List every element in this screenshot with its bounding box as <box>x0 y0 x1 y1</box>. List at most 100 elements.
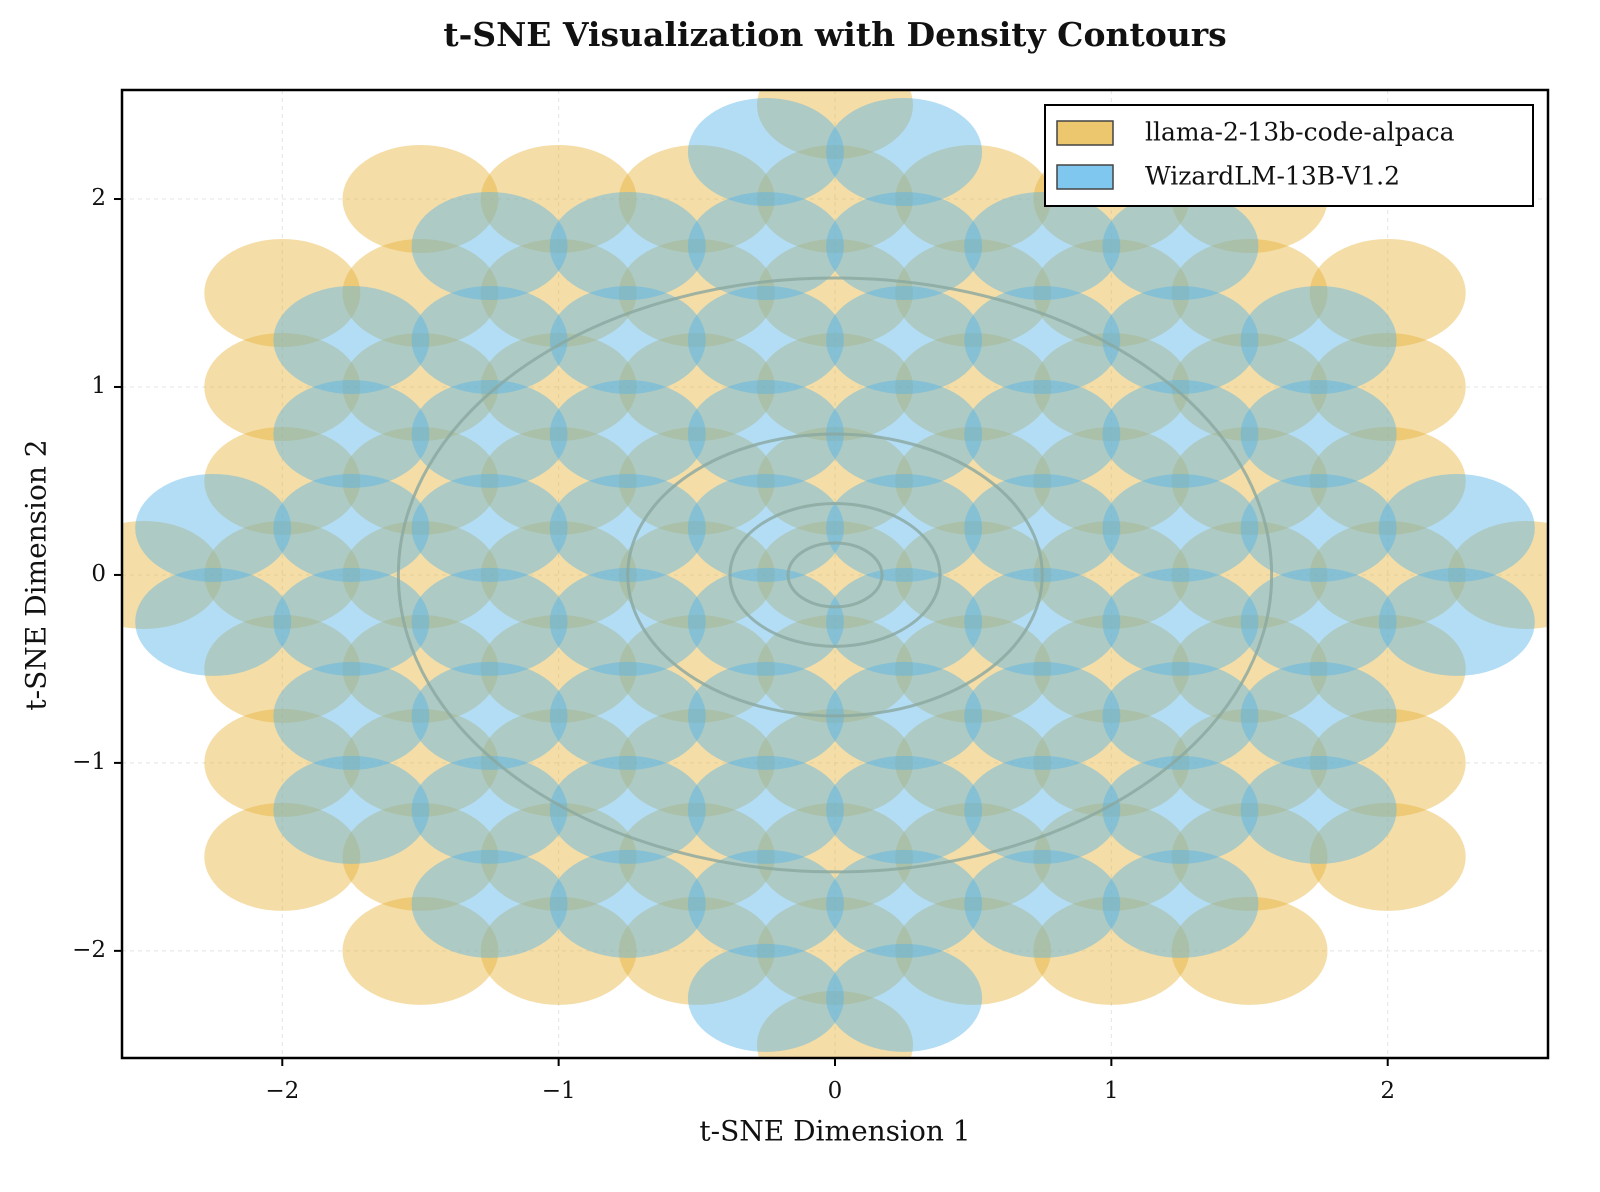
point <box>342 238 499 347</box>
x-tick-label: 1 <box>1104 1078 1119 1104</box>
point <box>964 192 1121 301</box>
point <box>480 708 637 817</box>
point <box>757 708 913 817</box>
x-tick-label: −2 <box>265 1078 299 1104</box>
point <box>1309 520 1466 629</box>
point <box>964 473 1121 582</box>
density-contour <box>396 276 1274 874</box>
point <box>1102 849 1259 958</box>
point <box>411 285 568 394</box>
point <box>757 145 913 254</box>
point <box>618 426 775 535</box>
point <box>687 473 844 582</box>
point <box>757 990 913 1058</box>
point <box>342 896 499 1005</box>
x-tick-label: 0 <box>828 1078 843 1104</box>
point <box>687 285 844 394</box>
point <box>757 90 913 160</box>
point <box>826 285 983 394</box>
point <box>964 567 1121 676</box>
point <box>618 332 775 441</box>
legend: llama-2-13b-code-alpaca WizardLM-13B-V1.2 <box>1044 104 1534 207</box>
point <box>1033 802 1190 911</box>
point <box>895 332 1052 441</box>
point <box>135 473 292 582</box>
point <box>1171 238 1328 347</box>
point <box>895 520 1052 629</box>
point <box>826 379 983 488</box>
point <box>273 755 430 864</box>
legend-box <box>1044 104 1534 207</box>
point <box>204 614 361 723</box>
point <box>1171 332 1328 441</box>
point <box>1102 567 1259 676</box>
point <box>1240 567 1397 676</box>
point <box>549 755 706 864</box>
point <box>826 567 983 676</box>
point <box>1033 896 1190 1005</box>
point <box>964 285 1121 394</box>
point <box>273 285 430 394</box>
point <box>204 520 361 629</box>
point <box>618 145 775 254</box>
point <box>273 379 430 488</box>
point <box>1240 755 1397 864</box>
point <box>687 192 844 301</box>
point <box>757 896 913 1005</box>
point <box>411 473 568 582</box>
point <box>273 473 430 582</box>
density-contour <box>786 541 884 609</box>
x-axis-label: t-SNE Dimension 1 <box>699 1115 970 1148</box>
point <box>1309 426 1466 535</box>
point <box>826 661 983 770</box>
point <box>411 849 568 958</box>
point <box>618 520 775 629</box>
point <box>1309 802 1466 911</box>
point <box>204 332 361 441</box>
point <box>826 755 983 864</box>
legend-swatch <box>1056 120 1114 146</box>
density-contour <box>728 502 942 648</box>
point <box>342 145 499 254</box>
point <box>964 661 1121 770</box>
point <box>549 285 706 394</box>
point <box>1102 285 1259 394</box>
x-tick-label: 2 <box>1380 1078 1395 1104</box>
point <box>204 802 361 911</box>
point <box>1171 520 1328 629</box>
point <box>342 332 499 441</box>
point <box>411 567 568 676</box>
point <box>687 943 844 1052</box>
point <box>411 755 568 864</box>
point <box>480 238 637 347</box>
point <box>549 661 706 770</box>
point <box>1240 285 1397 394</box>
point <box>480 426 637 535</box>
point <box>480 896 637 1005</box>
point <box>895 145 1052 254</box>
point <box>273 567 430 676</box>
point <box>1102 473 1259 582</box>
point <box>204 238 361 347</box>
point <box>757 332 913 441</box>
point <box>342 708 499 817</box>
point <box>1309 614 1466 723</box>
point <box>1171 896 1328 1005</box>
point <box>411 661 568 770</box>
point <box>273 661 430 770</box>
point <box>1033 614 1190 723</box>
point <box>1033 520 1190 629</box>
point <box>964 379 1121 488</box>
point <box>895 896 1052 1005</box>
point <box>204 426 361 535</box>
point <box>687 849 844 958</box>
point <box>618 708 775 817</box>
point <box>895 708 1052 817</box>
chart-title: t-SNE Visualization with Density Contour… <box>443 15 1226 54</box>
point <box>964 755 1121 864</box>
point <box>342 520 499 629</box>
point <box>411 379 568 488</box>
point <box>964 849 1121 958</box>
point <box>687 567 844 676</box>
point <box>1309 332 1466 441</box>
